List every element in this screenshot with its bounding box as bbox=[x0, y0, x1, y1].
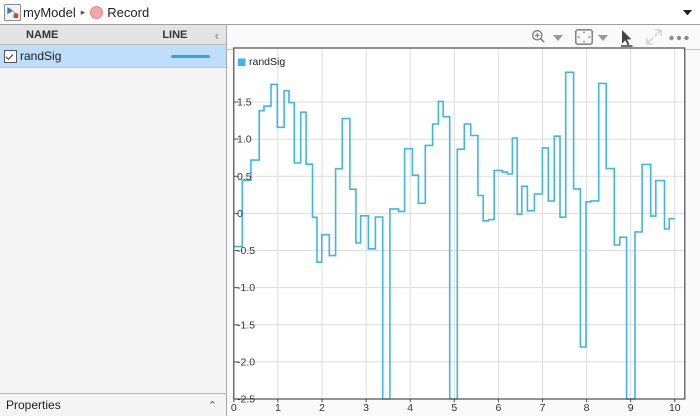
svg-text:4: 4 bbox=[407, 402, 413, 414]
svg-text:-1.5: -1.5 bbox=[237, 319, 255, 331]
svg-text:-1.0: -1.0 bbox=[237, 282, 255, 294]
svg-text:10: 10 bbox=[669, 402, 681, 414]
svg-text:0: 0 bbox=[231, 402, 237, 414]
svg-text:0: 0 bbox=[237, 208, 243, 220]
svg-text:6: 6 bbox=[495, 402, 501, 414]
svg-text:8: 8 bbox=[584, 402, 590, 414]
svg-text:3: 3 bbox=[363, 402, 369, 414]
svg-text:-0.5: -0.5 bbox=[237, 245, 255, 257]
svg-text:1.5: 1.5 bbox=[237, 97, 252, 109]
svg-text:5: 5 bbox=[451, 402, 457, 414]
svg-text:-2.5: -2.5 bbox=[237, 394, 255, 406]
svg-text:2: 2 bbox=[319, 402, 325, 414]
svg-text:7: 7 bbox=[540, 402, 546, 414]
svg-text:1: 1 bbox=[275, 402, 281, 414]
svg-text:1.0: 1.0 bbox=[237, 134, 252, 146]
svg-text:9: 9 bbox=[628, 402, 634, 414]
svg-text:-2.0: -2.0 bbox=[237, 356, 255, 368]
svg-text:randSig: randSig bbox=[249, 56, 285, 68]
svg-text:0.5: 0.5 bbox=[237, 171, 252, 183]
